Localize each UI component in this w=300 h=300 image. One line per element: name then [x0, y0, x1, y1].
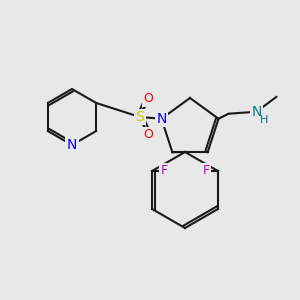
Text: O: O — [143, 128, 153, 142]
Text: N: N — [251, 105, 262, 119]
Text: O: O — [143, 128, 153, 142]
Text: F: F — [160, 164, 168, 178]
Text: N: N — [67, 138, 77, 152]
Text: O: O — [143, 92, 153, 106]
Text: S: S — [136, 110, 144, 124]
Text: F: F — [202, 164, 209, 178]
Text: N: N — [156, 112, 167, 126]
Text: O: O — [143, 92, 153, 106]
Text: H: H — [260, 115, 269, 125]
